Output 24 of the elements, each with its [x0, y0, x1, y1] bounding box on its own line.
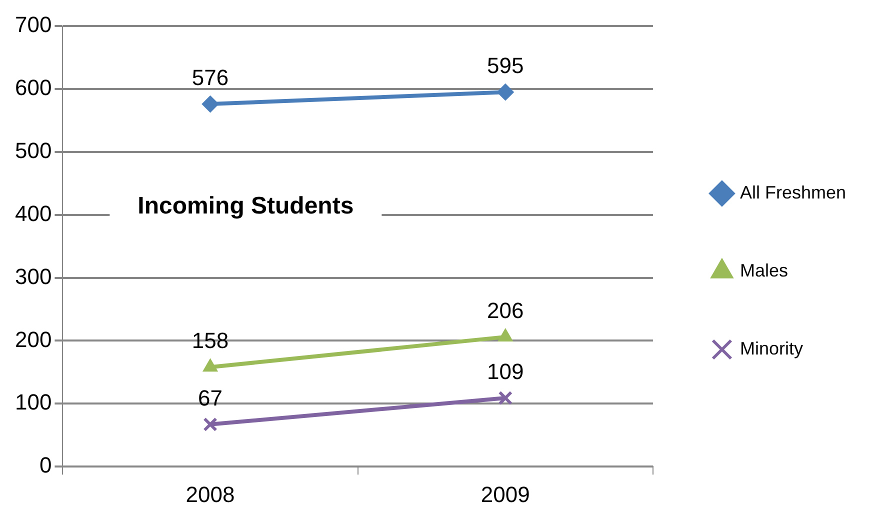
data-label: 576 [192, 65, 229, 90]
y-tick-label: 500 [14, 138, 52, 163]
y-tick-label: 100 [14, 390, 52, 415]
point [498, 390, 513, 406]
x-tick-label: 2009 [480, 482, 530, 507]
y-tick-label: 600 [14, 75, 52, 100]
y-tick-label: 700 [14, 12, 52, 38]
point [203, 417, 218, 432]
point [496, 84, 514, 101]
legend-label: Minority [740, 338, 803, 358]
y-tick-label: 300 [14, 264, 52, 289]
data-label: 206 [487, 298, 524, 323]
data-label: 595 [487, 53, 524, 78]
y-tick-label: 400 [14, 200, 52, 226]
data-label: 109 [487, 359, 524, 384]
legend-label: All Freshmen [740, 182, 846, 202]
y-tick-label: 0 [39, 452, 52, 478]
data-label: 67 [198, 385, 223, 410]
point [202, 96, 219, 113]
legend-label: Males [740, 260, 788, 280]
text: Incoming Students [138, 192, 354, 220]
y-tick-label: 200 [14, 326, 52, 352]
data-label: 158 [192, 328, 229, 354]
x-tick-label: 2008 [186, 482, 235, 507]
